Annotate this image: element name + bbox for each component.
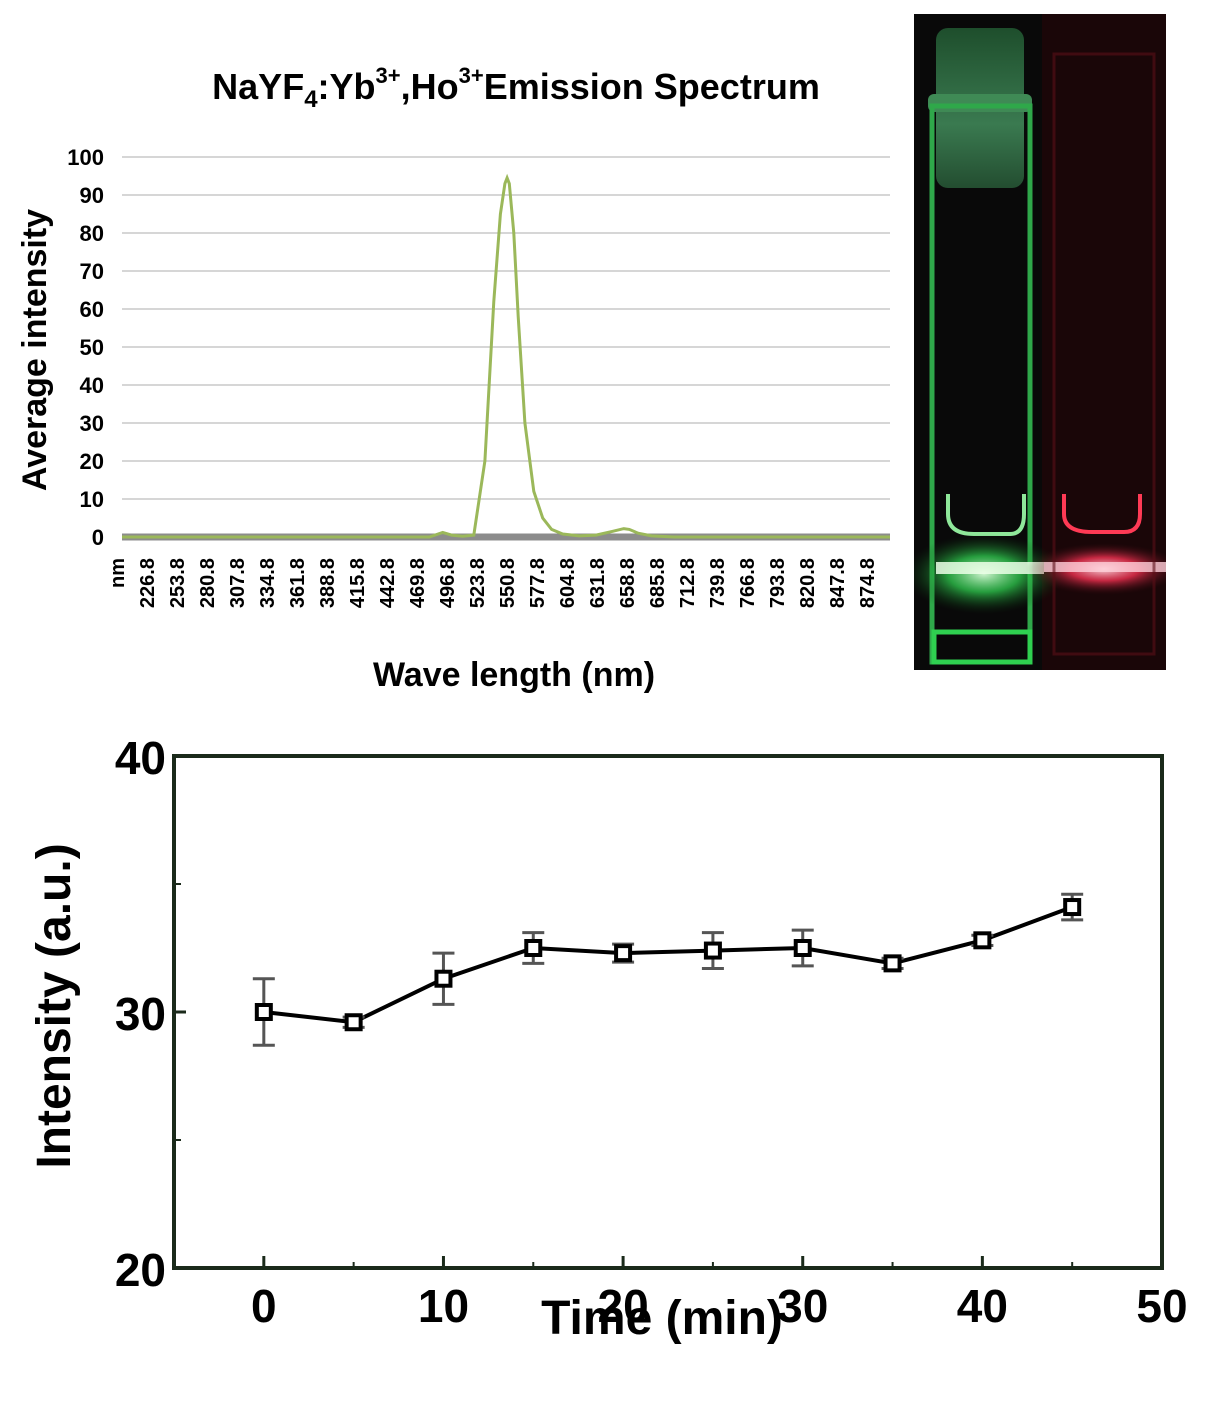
- spectrum-x-tick-0: nm: [107, 558, 129, 588]
- spectrum-gridlines: [122, 156, 890, 541]
- spectrum-y-tick-1: 10: [80, 487, 104, 512]
- green-cuvette-inner-bottom: [946, 494, 1026, 536]
- spectrum-x-tick-3: 280.8: [197, 558, 219, 608]
- spectrum-x-tick-25: 874.8: [857, 558, 879, 608]
- spectrum-y-tick-6: 60: [80, 297, 104, 322]
- time-x-tick-5: 50: [1136, 1280, 1187, 1332]
- spectrum-x-tick-19: 712.8: [677, 558, 699, 608]
- time-x-axis-title: Time (min): [541, 1292, 783, 1345]
- spectrum-x-tick-16: 631.8: [587, 558, 609, 608]
- spectrum-x-tick-18: 685.8: [647, 558, 669, 608]
- time-axes-ticks: [173, 754, 1164, 1270]
- spectrum-x-tick-2: 253.8: [167, 558, 189, 608]
- spectrum-x-tick-20: 739.8: [707, 558, 729, 608]
- time-series-line: [263, 905, 1073, 1025]
- time-x-tick-3: 30: [777, 1280, 828, 1332]
- spectrum-chart: NaYF4:Yb3+,Ho3+Emission Spectrum 0 10 20 30…: [16, 63, 890, 694]
- spectrum-y-tick-4: 40: [80, 373, 104, 398]
- spectrum-y-tick-3: 30: [80, 411, 104, 436]
- spectrum-x-tick-22: 793.8: [767, 558, 789, 608]
- spectrum-y-tick-9: 90: [80, 183, 104, 208]
- spectrum-x-tick-17: 658.8: [617, 558, 639, 608]
- red-cuvette-inner-bottom: [1062, 494, 1142, 534]
- time-plot-area: [172, 754, 1164, 1270]
- spectrum-y-tick-5: 50: [80, 335, 104, 360]
- time-markers: [254, 898, 1082, 1032]
- time-marker-0: [254, 1003, 273, 1021]
- spectrum-y-tick-0: 0: [92, 525, 104, 550]
- time-marker-5: [703, 941, 722, 960]
- time-y-axis-title: Intensity (a.u.): [28, 843, 81, 1168]
- time-marker-8: [973, 931, 992, 950]
- time-marker-9: [1063, 898, 1082, 917]
- spectrum-y-tick-labels: 0 10 20 30 40 50 60 70 80 90 100: [67, 145, 104, 550]
- spectrum-x-tick-5: 334.8: [257, 558, 279, 608]
- spectrum-y-axis-title: Average intensity: [16, 209, 54, 491]
- spectrum-x-tick-labels: nm 226.8 253.8 280.8 307.8 334.8 361.8 388.8 415…: [107, 558, 879, 608]
- time-marker-2: [434, 969, 453, 988]
- spectrum-y-tick-8: 80: [80, 221, 104, 246]
- time-x-tick-0: 0: [251, 1280, 277, 1332]
- spectrum-x-tick-15: 604.8: [557, 558, 579, 608]
- spectrum-x-tick-21: 766.8: [737, 558, 759, 608]
- spectrum-x-tick-4: 307.8: [227, 558, 249, 608]
- time-y-tick-1: 30: [115, 988, 166, 1040]
- cuvette-photo-drawing: [914, 14, 1166, 670]
- time-x-tick-4: 40: [957, 1280, 1008, 1332]
- spectrum-x-tick-10: 469.8: [407, 558, 429, 608]
- green-laser-beam: [936, 562, 1044, 574]
- cuvette-photo: [914, 14, 1166, 670]
- spectrum-x-tick-24: 847.8: [827, 558, 849, 608]
- spectrum-x-tick-23: 820.8: [797, 558, 819, 608]
- time-marker-4: [614, 944, 633, 963]
- time-y-tick-2: 40: [115, 732, 166, 784]
- spectrum-x-tick-11: 496.8: [437, 558, 459, 608]
- time-marker-3: [524, 939, 543, 957]
- spectrum-x-tick-9: 442.8: [377, 558, 399, 608]
- time-chart: 20 30 40 0 10 20 30 40 50 Intensity (a.u.) Time…: [28, 732, 1188, 1345]
- time-marker-7: [883, 954, 902, 973]
- time-x-tick-labels: 0 10 20 30 40 50: [251, 1280, 1188, 1332]
- time-x-tick-1: 10: [418, 1280, 469, 1332]
- time-x-tick-2: 20: [598, 1280, 649, 1332]
- time-y-tick-0: 20: [115, 1244, 166, 1296]
- spectrum-x-tick-12: 523.8: [467, 558, 489, 608]
- time-marker-6: [793, 939, 812, 957]
- time-y-tick-labels: 20 30 40: [115, 732, 166, 1296]
- spectrum-y-tick-7: 70: [80, 259, 104, 284]
- spectrum-x-tick-6: 361.8: [287, 558, 309, 608]
- spectrum-x-tick-13: 550.8: [497, 558, 519, 608]
- spectrum-x-tick-14: 577.8: [527, 558, 549, 608]
- spectrum-y-tick-2: 20: [80, 449, 104, 474]
- spectrum-x-tick-8: 415.8: [347, 558, 369, 608]
- red-laser-beam: [1044, 562, 1166, 572]
- time-marker-1: [344, 1013, 363, 1032]
- spectrum-x-axis-title: Wave length (nm): [373, 656, 655, 694]
- spectrum-x-tick-7: 388.8: [317, 558, 339, 608]
- spectrum-x-tick-1: 226.8: [137, 558, 159, 608]
- green-cuvette-base: [931, 629, 1033, 665]
- spectrum-title: NaYF4:Yb3+,Ho3+Emission Spectrum: [212, 63, 820, 113]
- red-cuvette-outline: [1052, 52, 1156, 656]
- spectrum-series-line: [122, 173, 890, 539]
- green-cuvette-cap-ridge: [928, 94, 1032, 112]
- spectrum-y-tick-10: 100: [67, 145, 104, 170]
